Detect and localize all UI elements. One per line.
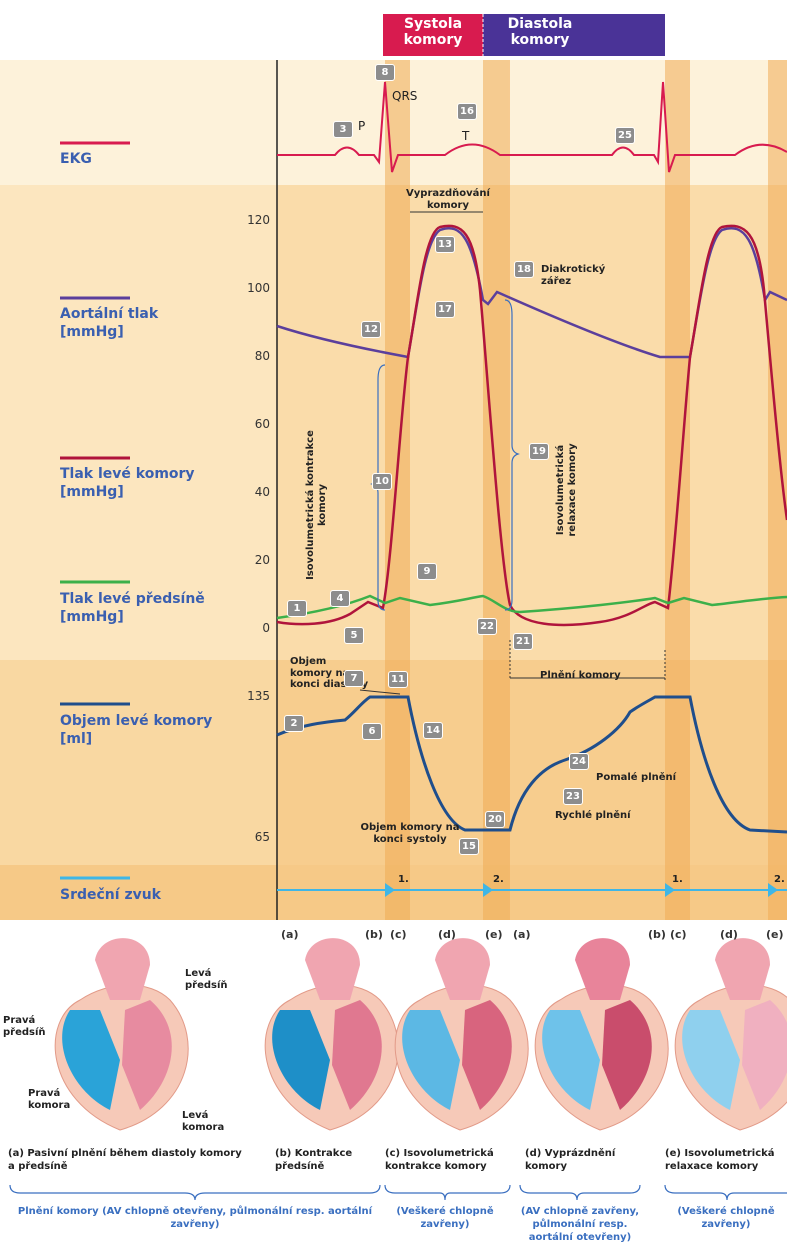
heart-label: Pravá komora [28,1088,71,1111]
atrium-label: Tlak levé předsíně [mmHg] [60,591,205,626]
marker: 15 [459,838,479,855]
valve-state: (AV chlopně zavřeny, půlmonální resp. ao… [520,1206,640,1243]
caption: (e) Isovolumetrická relaxace komory [665,1148,775,1172]
ventricle-label: Tlak levé komory [mmHg] [60,466,195,501]
annotation: Objem komory na konci diastoly [290,656,369,690]
marker: 5 [344,627,364,644]
marker: 4 [330,590,350,607]
annotation: Isovolumetrická kontrakce komory [305,430,328,580]
annotation: QRS [392,89,418,103]
phase-label: (d) [720,928,738,941]
marker: 14 [423,722,443,739]
sound-markers [385,883,778,897]
marker: 25 [615,127,635,144]
volume-tick-label: 65 [254,830,270,844]
phase-label: (b) [365,928,383,941]
marker: 19 [529,443,549,460]
systole-label: Systola komory [403,16,463,49]
annotation: Rychlé plnění [555,810,631,821]
phase-label: (d) [438,928,456,941]
phase-label: (c) [390,928,407,941]
marker: 6 [362,723,382,740]
pressure-tick-label: 40 [254,485,270,499]
guides [359,211,666,695]
annotation: Diakrotický zářez [541,264,606,287]
annotation: Objem komory na konci systoly [360,822,460,845]
marker: 17 [435,301,455,318]
marker: 22 [477,618,497,635]
marker: 18 [514,261,534,278]
ventricle-curve [276,224,787,627]
aortic-label: Aortální tlak [mmHg] [60,306,159,341]
ekg-curve [277,81,787,173]
marker: 7 [344,670,364,687]
diastole-box [483,14,665,56]
marker: 8 [375,64,395,81]
phase-label: (a) [281,928,299,941]
marker: 13 [435,236,455,253]
pressure-tick-label: 120 [247,213,270,227]
heart-sound: 2. [493,874,504,885]
ekg-label: EKG [60,151,92,167]
valve-state: (Veškeré chlopně zavřeny) [396,1206,494,1230]
phase-label: (b) [648,928,666,941]
marker: 20 [485,811,505,828]
pressure-tick-label: 100 [247,281,270,295]
annotation: Plnění komory [540,670,621,681]
marker: 2 [284,715,304,732]
marker: 24 [569,753,589,770]
diastole-label: Diastola komory [507,16,573,49]
annotation: Vyprazdňování komory [406,188,490,211]
marker: 10 [372,473,392,490]
marker: 21 [513,633,533,650]
annotation: P [358,119,366,133]
marker: 1 [287,600,307,617]
annotation: Isovolumetrická relaxace komory [555,443,578,537]
pressure-tick-label: 20 [254,553,270,567]
volume-label: Objem levé komory [ml] [60,713,213,748]
phase-label: (e) [766,928,784,941]
hearts [54,938,787,1131]
pressure-tick-label: 60 [254,417,270,431]
marker: 3 [333,121,353,138]
volume-tick-label: 135 [247,689,270,703]
heart-label: Levá komora [182,1110,225,1133]
phase-stripes [385,60,787,920]
heart-sound: 2. [774,874,785,885]
pressure-tick-label: 0 [262,621,270,635]
heart-sound: 1. [398,874,409,885]
caption: (a) Pasivní plnění během diastoly komory… [8,1148,242,1172]
pressure-tick-label: 80 [254,349,270,363]
annotation: Pomalé plnění [596,772,677,783]
marker: 9 [417,563,437,580]
caption: (c) Isovolumetrická kontrakce komory [385,1148,494,1172]
phase-label: (c) [670,928,687,941]
marker: 11 [388,671,408,688]
volume-curve [276,695,787,834]
valve-state: (Veškeré chlopně zavřeny) [677,1206,775,1230]
annotation: T [462,129,470,143]
atrium-curve [276,594,787,620]
heart-label: Levá předsíň [185,968,228,991]
marker: 23 [563,788,583,805]
valve-state: Plnění komory (AV chlopně otevřeny, půlm… [17,1206,373,1230]
volume-plot [277,660,787,865]
legend-lines [60,141,130,880]
phase-label: (e) [485,928,503,941]
systole-box [383,14,483,56]
sound-label: Srdeční zvuk [60,887,161,903]
phase-label: (a) [513,928,531,941]
marker: 12 [361,321,381,338]
heart-sound: 1. [672,874,683,885]
caption: (b) Kontrakce předsíně [275,1148,353,1172]
heart-label: Pravá předsíň [3,1015,46,1038]
caption: (d) Vyprázdnění komory [525,1148,616,1172]
marker: 16 [457,103,477,120]
